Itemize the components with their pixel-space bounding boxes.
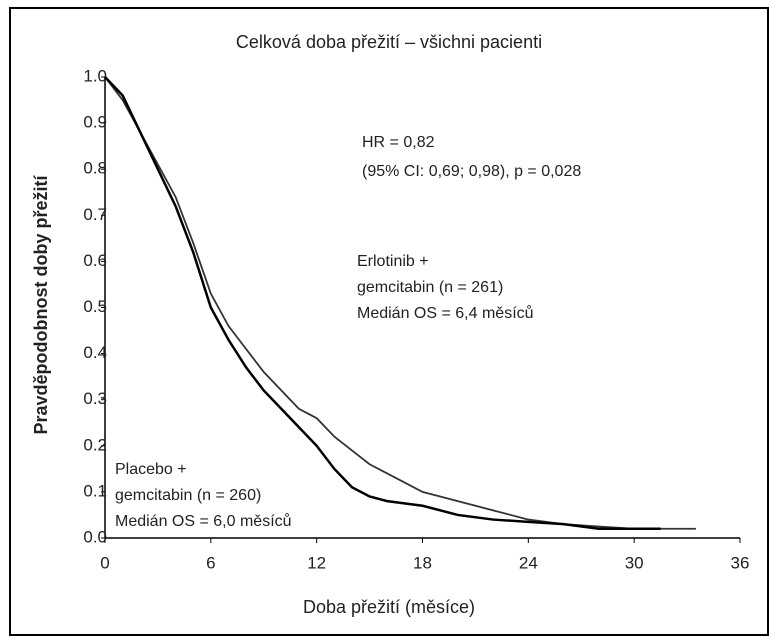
annotation: Medián OS = 6,4 měsíců <box>357 304 534 322</box>
x-axis-label: Doba přežití (měsíce) <box>303 597 475 617</box>
annotation: gemcitabin (n = 260) <box>115 487 261 504</box>
x-tick-label: 18 <box>413 553 432 572</box>
y-tick-label: 1.0 <box>83 66 107 85</box>
annotation: Erlotinib + <box>357 253 429 270</box>
y-tick-label: 0.1 <box>83 481 107 500</box>
x-tick-label: 0 <box>100 553 109 572</box>
y-tick-label: 0.3 <box>83 389 107 408</box>
y-tick-label: 0.2 <box>83 435 107 454</box>
x-tick-label: 6 <box>206 553 215 572</box>
x-tick-label: 36 <box>731 553 750 572</box>
y-tick-label: 0.7 <box>83 205 107 224</box>
survival-curve <box>104 76 696 530</box>
annotation: HR = 0,82 <box>362 134 435 151</box>
x-tick-label: 24 <box>519 553 538 572</box>
y-tick-label: 0.8 <box>83 159 107 178</box>
y-tick-label: 0.5 <box>83 297 107 316</box>
y-tick-label: 0.9 <box>83 113 107 132</box>
y-tick-label: 0.0 <box>83 527 107 546</box>
y-tick-label: 0.4 <box>83 343 107 362</box>
annotation: Medián OS = 6,0 měsíců <box>115 512 292 530</box>
y-tick-label: 0.6 <box>83 251 107 270</box>
x-tick-label: 12 <box>307 553 326 572</box>
annotation: gemcitabin (n = 261) <box>357 279 503 296</box>
chart-title: Celková doba přežití – všichni pacienti <box>236 32 542 52</box>
y-axis-label: Pravděpodobnost doby přežití <box>31 174 51 434</box>
annotation: Placebo + <box>115 461 187 478</box>
x-tick-label: 30 <box>625 553 644 572</box>
annotation: (95% CI: 0,69; 0,98), p = 0,028 <box>362 163 581 180</box>
frame <box>9 7 769 636</box>
survival-curve <box>104 76 661 531</box>
